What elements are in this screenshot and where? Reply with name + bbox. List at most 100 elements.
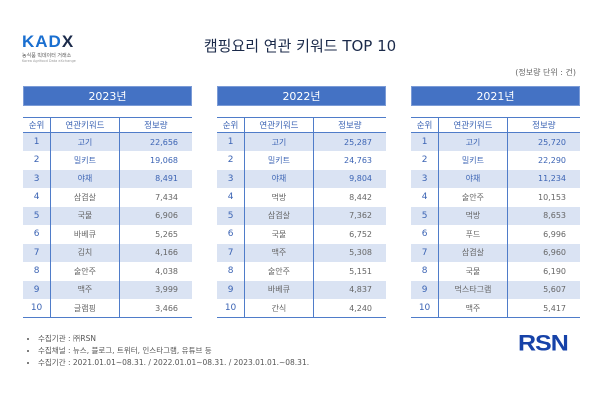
column-header: 정보량 — [506, 117, 580, 133]
table-row: 3 야채 8,491 — [23, 169, 192, 188]
table-row: 6 바베큐 5,265 — [23, 225, 192, 244]
keyword-cell: 푸드 — [438, 225, 508, 244]
table-row: 1 고기 25,287 — [217, 132, 386, 151]
keyword-cell: 먹스타그램 — [438, 280, 508, 299]
table-row: 2 밀키트 19,068 — [23, 151, 192, 170]
column-header: 순위 — [217, 117, 245, 133]
note-item: 수집기관 : ㈜RSN — [38, 333, 309, 345]
table-row: 7 삼겹살 6,960 — [411, 243, 580, 262]
keyword-cell: 야채 — [438, 169, 508, 188]
keyword-cell: 삼겹살 — [438, 243, 508, 262]
column-header: 연관키워드 — [50, 117, 120, 133]
rank-cell: 10 — [30, 303, 43, 313]
count-cell: 6,960 — [506, 243, 580, 262]
table-row: 3 야채 9,804 — [217, 169, 386, 188]
rank-cell: 4 — [33, 192, 40, 203]
year-banner: 2021년 — [411, 86, 580, 106]
keyword-cell: 술안주 — [244, 262, 314, 281]
count-cell: 10,153 — [506, 188, 580, 207]
count-cell: 5,417 — [506, 299, 580, 318]
count-cell: 3,999 — [118, 280, 192, 299]
table-row: 5 삼겹살 7,362 — [217, 206, 386, 225]
keyword-cell: 먹방 — [438, 206, 508, 225]
table-row: 9 바베큐 4,837 — [217, 280, 386, 299]
keyword-cell: 야채 — [244, 169, 314, 188]
keyword-cell: 맥주 — [244, 243, 314, 262]
column-header: 순위 — [23, 117, 51, 133]
keyword-cell: 바베큐 — [50, 225, 120, 244]
rank-cell: 5 — [23, 206, 51, 225]
table-row: 7 맥주 5,308 — [217, 243, 386, 262]
rank-cell: 1 — [23, 132, 51, 151]
keyword-cell: 밀키트 — [50, 151, 120, 170]
table-row: 8 술안주 4,038 — [23, 262, 192, 281]
keyword-cell: 밀키트 — [438, 151, 508, 170]
keyword-cell: 삼겹살 — [50, 188, 120, 207]
rank-cell: 7 — [23, 243, 51, 262]
keyword-cell: 술안주 — [438, 188, 508, 207]
notes-list: 수집기관 : ㈜RSN 수집채널 : 뉴스, 블로그, 트위터, 인스타그램, … — [30, 333, 309, 369]
count-cell: 3,466 — [118, 299, 192, 318]
rank-cell: 6 — [33, 229, 40, 240]
rank-cell: 7 — [411, 243, 439, 262]
keyword-cell: 맥주 — [438, 299, 508, 318]
note-item: 수집채널 : 뉴스, 블로그, 트위터, 인스타그램, 유튜브 등 — [38, 345, 309, 357]
keyword-cell: 야채 — [50, 169, 120, 188]
table-row: 5 먹방 8,653 — [411, 206, 580, 225]
rank-cell: 8 — [227, 266, 234, 277]
rank-cell: 3 — [23, 169, 51, 188]
rank-cell: 10 — [224, 303, 237, 313]
rank-cell: 2 — [33, 155, 40, 166]
rank-cell: 6 — [227, 229, 234, 240]
rank-cell: 1 — [217, 132, 245, 151]
table-row: 5 국물 6,906 — [23, 206, 192, 225]
rank-cell: 4 — [227, 192, 234, 203]
table-row: 4 삼겹살 7,434 — [23, 188, 192, 207]
count-cell: 4,038 — [118, 262, 192, 281]
count-cell: 8,442 — [312, 188, 386, 207]
count-cell: 25,287 — [312, 132, 386, 151]
keyword-cell: 국물 — [244, 225, 314, 244]
table-row: 6 국물 6,752 — [217, 225, 386, 244]
count-cell: 4,240 — [312, 299, 386, 318]
count-cell: 5,151 — [312, 262, 386, 281]
count-cell: 24,763 — [312, 151, 386, 170]
count-cell: 11,234 — [506, 169, 580, 188]
table-row: 10 맥주 5,417 — [411, 299, 580, 318]
unit-note: (정보량 단위 : 건) — [515, 68, 576, 77]
table-row: 1 고기 25,720 — [411, 132, 580, 151]
count-cell: 6,906 — [118, 206, 192, 225]
column-header: 연관키워드 — [438, 117, 508, 133]
count-cell: 22,290 — [506, 151, 580, 170]
count-cell: 4,837 — [312, 280, 386, 299]
count-cell: 5,607 — [506, 280, 580, 299]
keyword-cell: 술안주 — [50, 262, 120, 281]
rank-cell: 2 — [227, 155, 234, 166]
keyword-cell: 간식 — [244, 299, 314, 318]
rank-cell: 5 — [411, 206, 439, 225]
table-row: 9 먹스타그램 5,607 — [411, 280, 580, 299]
table-row: 8 술안주 5,151 — [217, 262, 386, 281]
keyword-cell: 삼겹살 — [244, 206, 314, 225]
table-row: 9 맥주 3,999 — [23, 280, 192, 299]
column-header: 정보량 — [312, 117, 386, 133]
table-row: 1 고기 22,656 — [23, 132, 192, 151]
count-cell: 6,190 — [506, 262, 580, 281]
table-row: 4 먹방 8,442 — [217, 188, 386, 207]
count-cell: 9,804 — [312, 169, 386, 188]
count-cell: 5,308 — [312, 243, 386, 262]
keyword-cell: 고기 — [438, 132, 508, 151]
rank-cell: 4 — [421, 192, 428, 203]
keyword-cell: 밀키트 — [244, 151, 314, 170]
rank-cell: 8 — [421, 266, 428, 277]
table-row: 2 밀키트 22,290 — [411, 151, 580, 170]
rank-cell: 6 — [421, 229, 428, 240]
keyword-cell: 먹방 — [244, 188, 314, 207]
note-item: 수집기간 : 2021.01.01~08.31. / 2022.01.01~08… — [38, 357, 309, 369]
keyword-table-2: 2021년 순위 연관키워드 정보량 1 고기 25,720 2 밀키트 22,290… — [411, 86, 580, 318]
year-banner: 2022년 — [217, 86, 386, 106]
table-row: 10 간식 4,240 — [217, 299, 386, 318]
count-cell: 8,491 — [118, 169, 192, 188]
keyword-cell: 바베큐 — [244, 280, 314, 299]
keyword-table-0: 2023년 순위 연관키워드 정보량 1 고기 22,656 2 밀키트 19,068… — [23, 86, 192, 318]
